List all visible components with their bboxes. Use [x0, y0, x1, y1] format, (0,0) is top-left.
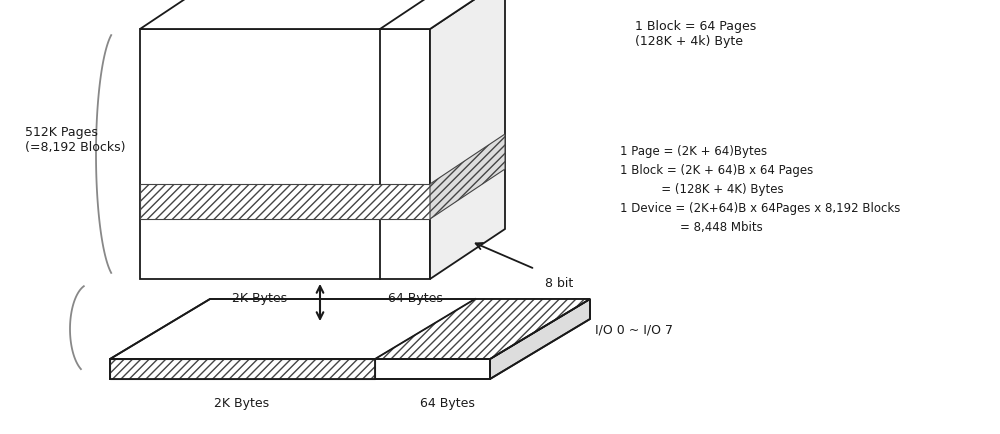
Polygon shape — [430, 0, 505, 279]
Text: I/O 0 ~ I/O 7: I/O 0 ~ I/O 7 — [595, 323, 673, 336]
Polygon shape — [110, 359, 490, 379]
Polygon shape — [140, 184, 430, 220]
Text: 2K Bytes: 2K Bytes — [214, 396, 270, 409]
Text: 1 Block = 64 Pages
(128K + 4k) Byte: 1 Block = 64 Pages (128K + 4k) Byte — [635, 20, 756, 48]
Text: 8 bit: 8 bit — [545, 276, 573, 289]
Polygon shape — [430, 135, 505, 220]
Polygon shape — [110, 359, 375, 379]
Polygon shape — [110, 299, 590, 359]
Polygon shape — [490, 299, 590, 379]
Text: 1 Page = (2K + 64)Bytes
1 Block = (2K + 64)B x 64 Pages
           = (128K + 4K): 1 Page = (2K + 64)Bytes 1 Block = (2K + … — [620, 145, 900, 233]
Text: 64 Bytes: 64 Bytes — [388, 291, 442, 304]
Text: Page Register: Page Register — [249, 361, 335, 374]
Polygon shape — [140, 30, 430, 279]
Polygon shape — [140, 0, 505, 30]
Text: 512K Pages
(=8,192 Blocks): 512K Pages (=8,192 Blocks) — [25, 126, 126, 154]
Text: 64 Bytes: 64 Bytes — [420, 396, 474, 409]
Text: 2K Bytes: 2K Bytes — [232, 291, 288, 304]
Polygon shape — [375, 299, 590, 359]
